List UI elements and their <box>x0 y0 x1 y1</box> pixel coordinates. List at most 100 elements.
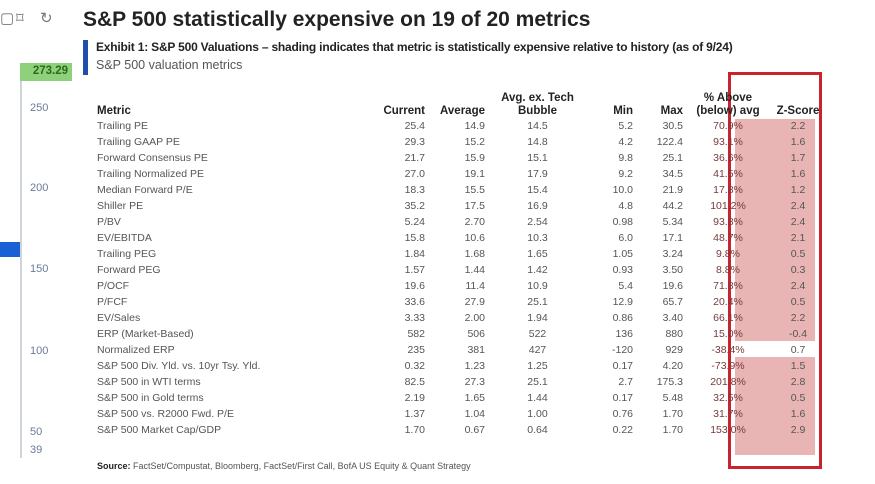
cell-current: 33.6 <box>404 296 425 308</box>
header-avg-ex-tech-bubble: Avg. ex. Tech Bubble <box>501 92 574 117</box>
axis-tick: 50 <box>30 426 43 438</box>
cell-metric: EV/EBITDA <box>97 232 152 244</box>
cell-current: 582 <box>407 328 425 340</box>
cell-min: 4.2 <box>618 136 633 148</box>
cell-average: 11.4 <box>465 280 485 292</box>
table-row: Normalized ERP 235 381 427 -120 929 -38.4% 0.7 <box>97 342 823 358</box>
cell-pct-above-avg: 101.2% <box>710 200 746 212</box>
cell-z-score: 2.4 <box>790 216 806 228</box>
table-row: ERP (Market-Based) 582 506 522 136 880 15.0% -0… <box>97 326 823 342</box>
table-row: Forward Consensus PE 21.7 15.9 15.1 9.8 25.1 3… <box>97 150 823 166</box>
cell-avg-ex-tech-bubble: 10.9 <box>527 280 548 292</box>
cell-avg-ex-tech-bubble: 1.00 <box>527 408 548 420</box>
cell-max: 929 <box>665 344 683 356</box>
cell-min: 0.22 <box>612 424 633 436</box>
cell-metric: Forward PEG <box>97 264 161 276</box>
cell-avg-ex-tech-bubble: 16.9 <box>527 200 548 212</box>
cell-pct-above-avg: -38.4% <box>711 344 745 356</box>
cell-metric: S&P 500 Market Cap/GDP <box>97 424 222 436</box>
cell-avg-ex-tech-bubble: 14.5 <box>527 120 548 132</box>
cell-average: 15.5 <box>464 184 485 196</box>
cell-metric: S&P 500 in Gold terms <box>97 392 204 404</box>
square-icon[interactable]: ▢ <box>0 10 15 27</box>
cell-max: 880 <box>665 328 683 340</box>
cell-max: 30.5 <box>662 120 683 132</box>
cell-current: 235 <box>407 344 425 356</box>
cell-min: 12.9 <box>612 296 633 308</box>
cell-average: 2.00 <box>464 312 485 324</box>
cell-average: 10.6 <box>464 232 485 244</box>
table-row: P/FCF 33.6 27.9 25.1 12.9 65.7 20.4% 0.5 <box>97 294 823 310</box>
source-label: Source: <box>97 461 131 471</box>
table-row: Trailing GAAP PE 29.3 15.2 14.8 4.2 122.4 93.1… <box>97 134 823 150</box>
crosshair-marker[interactable] <box>0 242 20 257</box>
cell-pct-above-avg: 20.4% <box>713 296 743 308</box>
cell-pct-above-avg: 17.8% <box>713 184 743 196</box>
cell-max: 4.20 <box>662 360 683 372</box>
cell-min: 0.86 <box>612 312 633 324</box>
cell-pct-above-avg: 70.9% <box>713 120 743 132</box>
cell-average: 506 <box>467 328 485 340</box>
cell-avg-ex-tech-bubble: 427 <box>528 344 547 356</box>
cell-z-score: 2.4 <box>790 280 806 292</box>
cell-metric: P/FCF <box>97 296 128 308</box>
cell-max: 1.70 <box>662 408 683 420</box>
cell-min: 0.93 <box>612 264 633 276</box>
header-min: Min <box>613 105 633 117</box>
cell-max: 5.48 <box>662 392 683 404</box>
current-price-label: 273.29 <box>20 63 72 81</box>
cell-metric: EV/Sales <box>97 312 141 324</box>
table-row: Median Forward P/E 18.3 15.5 15.4 10.0 21.9 17… <box>97 182 823 198</box>
header-metric: Metric <box>97 105 131 117</box>
cell-metric: S&P 500 Div. Yld. vs. 10yr Tsy. Yld. <box>97 360 261 372</box>
cell-min: -120 <box>611 344 633 356</box>
shading-block <box>735 119 815 341</box>
cell-pct-above-avg: 66.1% <box>713 312 743 324</box>
cell-avg-ex-tech-bubble: 15.4 <box>527 184 548 196</box>
cell-average: 1.44 <box>464 264 485 276</box>
exhibit-title: Exhibit 1: S&P 500 Valuations – shading … <box>96 40 733 54</box>
cell-metric: Trailing PE <box>97 120 148 132</box>
cell-min: 136 <box>615 328 633 340</box>
cell-average: 381 <box>467 344 485 356</box>
table-row: Trailing Normalized PE 27.0 19.1 17.9 9.2 34.… <box>97 166 823 182</box>
cell-average: 1.65 <box>464 392 485 404</box>
cell-z-score: 2.1 <box>790 232 806 244</box>
cell-min: 10.0 <box>612 184 633 196</box>
table-row: Shiller PE 35.2 17.5 16.9 4.8 44.2 101.2% 2.4 <box>97 198 823 214</box>
cell-max: 19.6 <box>662 280 683 292</box>
cell-average: 27.9 <box>464 296 485 308</box>
axis-tick: 39 <box>30 444 43 456</box>
cell-avg-ex-tech-bubble: 1.94 <box>527 312 548 324</box>
cell-min: 0.17 <box>612 392 633 404</box>
bookmark-icon[interactable]: ⌑ <box>16 10 24 27</box>
cell-current: 3.33 <box>404 312 425 324</box>
cell-avg-ex-tech-bubble: 15.1 <box>527 152 548 164</box>
cell-max: 65.7 <box>662 296 683 308</box>
cell-metric: ERP (Market-Based) <box>97 328 194 340</box>
cell-z-score: 0.5 <box>790 296 806 308</box>
refresh-icon[interactable]: ↻ <box>40 10 53 27</box>
cell-z-score: 2.2 <box>790 120 806 132</box>
cell-pct-above-avg: 93.1% <box>713 136 743 148</box>
cell-metric: Trailing GAAP PE <box>97 136 180 148</box>
cell-metric: Forward Consensus PE <box>97 152 208 164</box>
cell-current: 5.24 <box>404 216 425 228</box>
cell-max: 175.3 <box>656 376 683 388</box>
cell-pct-above-avg: 9.8% <box>716 248 740 260</box>
cell-z-score: 2.9 <box>790 424 806 436</box>
cell-avg-ex-tech-bubble: 25.1 <box>527 296 548 308</box>
cell-min: 4.8 <box>618 200 633 212</box>
cell-current: 19.6 <box>404 280 425 292</box>
cell-pct-above-avg: 153.0% <box>710 424 746 436</box>
cell-max: 21.9 <box>662 184 683 196</box>
cell-pct-above-avg: 32.5% <box>713 392 743 404</box>
cell-max: 5.34 <box>662 216 683 228</box>
cell-current: 18.3 <box>404 184 425 196</box>
table-row: EV/EBITDA 15.8 10.6 10.3 6.0 17.1 48.7% 2.1 <box>97 230 823 246</box>
cell-pct-above-avg: 201.8% <box>710 376 746 388</box>
header-max: Max <box>660 105 683 117</box>
cell-pct-above-avg: 48.7% <box>713 232 743 244</box>
table-row: Trailing PE 25.4 14.9 14.5 5.2 30.5 70.9% 2.2 <box>97 118 823 134</box>
cell-z-score: 1.7 <box>790 152 806 164</box>
